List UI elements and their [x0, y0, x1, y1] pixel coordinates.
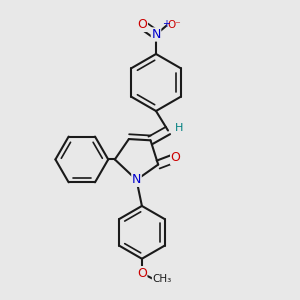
Text: H: H [175, 123, 184, 133]
Text: O: O [137, 267, 147, 280]
Text: O⁻: O⁻ [167, 20, 181, 30]
Text: +: + [162, 19, 170, 29]
Text: O: O [171, 152, 181, 164]
Text: CH₃: CH₃ [152, 274, 172, 284]
Text: O: O [138, 18, 147, 32]
Text: N: N [151, 28, 161, 41]
Text: N: N [132, 173, 141, 186]
